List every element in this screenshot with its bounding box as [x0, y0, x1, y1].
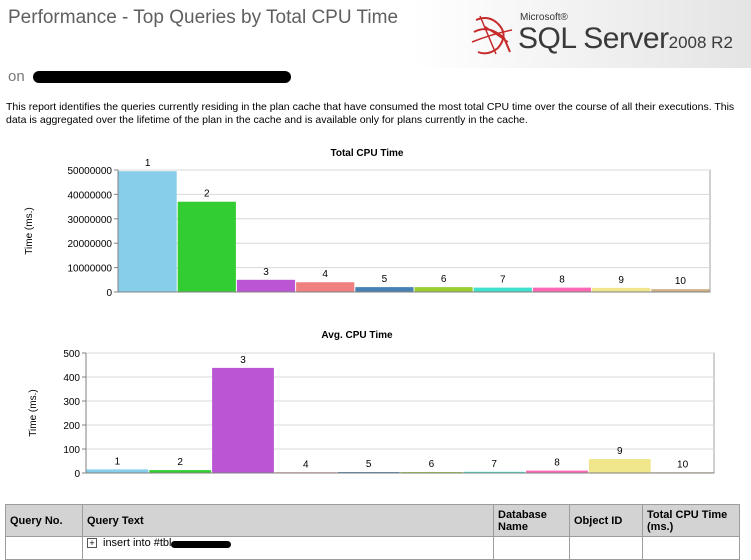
bar-label: 4 [303, 459, 309, 470]
bar-1[interactable] [86, 469, 149, 473]
col-header-total-cpu-time[interactable]: Total CPU Time (ms.) [642, 504, 740, 537]
bar-label: 6 [429, 459, 435, 470]
bar-label: 2 [204, 189, 210, 200]
bar-label: 9 [617, 446, 623, 457]
bar-label: 8 [554, 458, 560, 469]
y-tick-label: 10000000 [68, 264, 113, 275]
y-axis-label: Time (ms.) [28, 389, 39, 436]
bar-label: 10 [675, 276, 687, 287]
bar-label: 1 [145, 158, 151, 169]
report-header [0, 0, 751, 68]
bar-label: 5 [382, 274, 388, 285]
report-description: This report identifies the queries curre… [6, 101, 735, 126]
cell-database-name [493, 536, 570, 560]
y-tick-label: 30000000 [68, 215, 113, 226]
y-tick-label: 50000000 [68, 166, 113, 177]
bar-label: 6 [441, 274, 447, 285]
y-tick-label: 0 [106, 288, 112, 299]
bar-3[interactable] [212, 367, 274, 473]
logo-version: 2008 R2 [668, 33, 733, 52]
bar-label: 7 [491, 459, 497, 470]
logo-microsoft: Microsoft® [520, 12, 568, 23]
chart-title: Total CPU Time [331, 148, 404, 159]
avg-cpu-time-chart: Avg. CPU Time Time (ms.) 0 100 200 300 400 500 1… [28, 330, 715, 480]
bar-label: 8 [559, 275, 565, 286]
y-tick-label: 20000000 [68, 239, 113, 250]
bar-9[interactable] [588, 459, 651, 473]
redacted-query-text [171, 541, 232, 548]
logo-product: SQL Server2008 R2 [518, 22, 733, 60]
chart-title: Avg. CPU Time [321, 330, 393, 341]
bar-label: 2 [177, 457, 183, 468]
cell-object-id [569, 536, 643, 560]
bar-label: 5 [366, 459, 372, 470]
bar-label: 10 [677, 459, 689, 470]
y-axis-label: Time (ms.) [24, 207, 35, 254]
col-header-database-name[interactable]: Database Name [493, 504, 570, 537]
bar-label: 4 [322, 269, 328, 280]
bar-label: 3 [240, 355, 246, 366]
bar-label: 3 [263, 267, 269, 278]
sql-server-logo-icon [471, 15, 513, 55]
bar-7[interactable] [473, 287, 532, 292]
cell-query-no [5, 536, 83, 560]
sql-server-logo: Microsoft® SQL Server2008 R2 [470, 8, 745, 60]
top-queries-table: Query No. Query Text Database Name Objec… [5, 504, 740, 560]
bar-label: 9 [618, 275, 624, 286]
redacted-date [32, 71, 291, 84]
bar-2[interactable] [177, 201, 236, 292]
bar-5[interactable] [355, 287, 414, 292]
bar-label: 7 [500, 275, 506, 286]
report-title: Performance - Top Queries by Total CPU T… [8, 7, 399, 28]
y-tick-label: 500 [63, 349, 80, 360]
table-header-row: Query No. Query Text Database Name Objec… [5, 504, 740, 537]
bar-4[interactable] [296, 282, 355, 292]
bar-8[interactable] [532, 287, 592, 292]
total-cpu-time-chart: Total CPU Time Time (ms.) 0 10000000 2000000… [24, 148, 711, 299]
y-tick-label: 100 [63, 445, 80, 456]
bar-3[interactable] [236, 279, 296, 292]
bar-label: 1 [115, 456, 121, 467]
bar-7[interactable] [463, 471, 526, 473]
bar-2[interactable] [149, 470, 212, 473]
expand-plus-icon[interactable]: + [87, 538, 97, 549]
y-tick-label: 200 [63, 421, 80, 432]
y-tick-label: 40000000 [68, 190, 113, 201]
bar-6[interactable] [414, 287, 473, 292]
bar-10[interactable] [651, 289, 710, 292]
bar-8[interactable] [526, 470, 588, 473]
report-run-date: on [8, 68, 291, 85]
y-tick-label: 400 [63, 373, 80, 384]
run-date-prefix: on [8, 68, 25, 85]
query-text-value: insert into #tbl [103, 537, 172, 550]
bar-9[interactable] [592, 287, 651, 292]
col-header-object-id[interactable]: Object ID [569, 504, 643, 537]
logo-product-name: SQL Server [518, 22, 669, 55]
table-row: + insert into #tbl [5, 536, 740, 560]
cell-query-text: + insert into #tbl [82, 536, 494, 560]
y-tick-label: 300 [63, 397, 80, 408]
plot-area [85, 352, 715, 474]
y-tick-label: 0 [74, 469, 80, 480]
bar-1[interactable] [118, 171, 177, 292]
cell-total-cpu-time [642, 536, 740, 560]
col-header-query-no[interactable]: Query No. [5, 504, 83, 537]
col-header-query-text[interactable]: Query Text [82, 504, 494, 537]
